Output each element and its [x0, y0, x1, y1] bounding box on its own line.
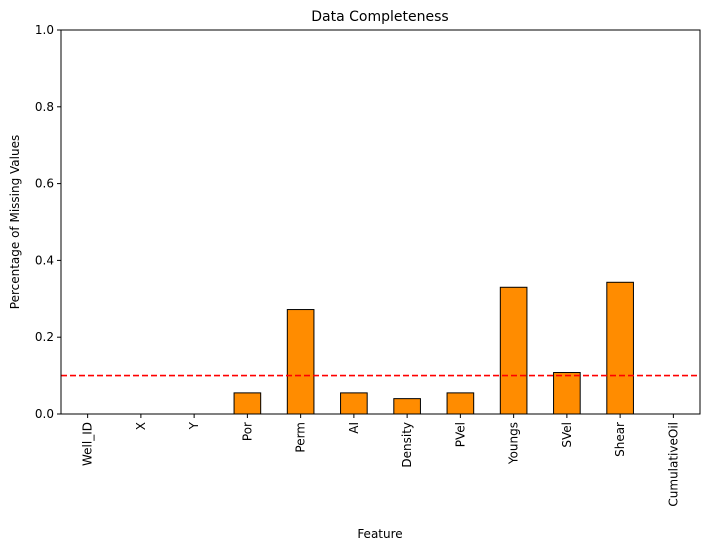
- y-axis-label: Percentage of Missing Values: [8, 135, 22, 309]
- x-tick-label: Well_ID: [81, 422, 95, 466]
- plot-area: [61, 281, 700, 415]
- axes-frame: [60, 29, 701, 415]
- bar-ai: [340, 392, 368, 415]
- x-tick-label: X: [134, 422, 148, 430]
- bar-pvel: [446, 392, 475, 415]
- x-tick-label: AI: [347, 422, 361, 434]
- x-tick-label: CumulativeOil: [666, 422, 680, 507]
- chart-title: Data Completeness: [311, 9, 448, 25]
- y-tick-label: 0.2: [35, 330, 54, 344]
- y-tick-label: 0.4: [35, 253, 54, 267]
- x-tick-label: Y: [187, 421, 201, 430]
- x-tick-label: Density: [400, 422, 414, 468]
- x-tick-label: Youngs: [507, 422, 521, 465]
- y-tick-label: 1.0: [35, 23, 54, 37]
- y-tick-label: 0.8: [35, 100, 54, 114]
- y-tick-label: 0.6: [35, 177, 54, 191]
- bar-density: [393, 398, 421, 415]
- x-tick-label: SVel: [560, 422, 574, 448]
- x-axis-label: Feature: [357, 527, 402, 541]
- y-axis: 0.0 0.2 0.4 0.6 0.8 1.0: [35, 23, 61, 421]
- x-tick-label: Por: [240, 422, 254, 441]
- bar-por: [233, 392, 262, 415]
- bar-youngs: [499, 286, 528, 415]
- x-tick-label: PVel: [453, 422, 467, 447]
- bar-perm: [286, 309, 315, 415]
- y-tick-label: 0.0: [35, 407, 54, 421]
- bar-shear: [606, 281, 634, 415]
- x-tick-label: Perm: [294, 422, 308, 453]
- x-tick-label: Shear: [613, 422, 627, 457]
- bar-svel: [553, 372, 581, 415]
- x-axis: Well_ID X Y Por Perm AI Density PVel Youngs SVel S…: [81, 414, 680, 507]
